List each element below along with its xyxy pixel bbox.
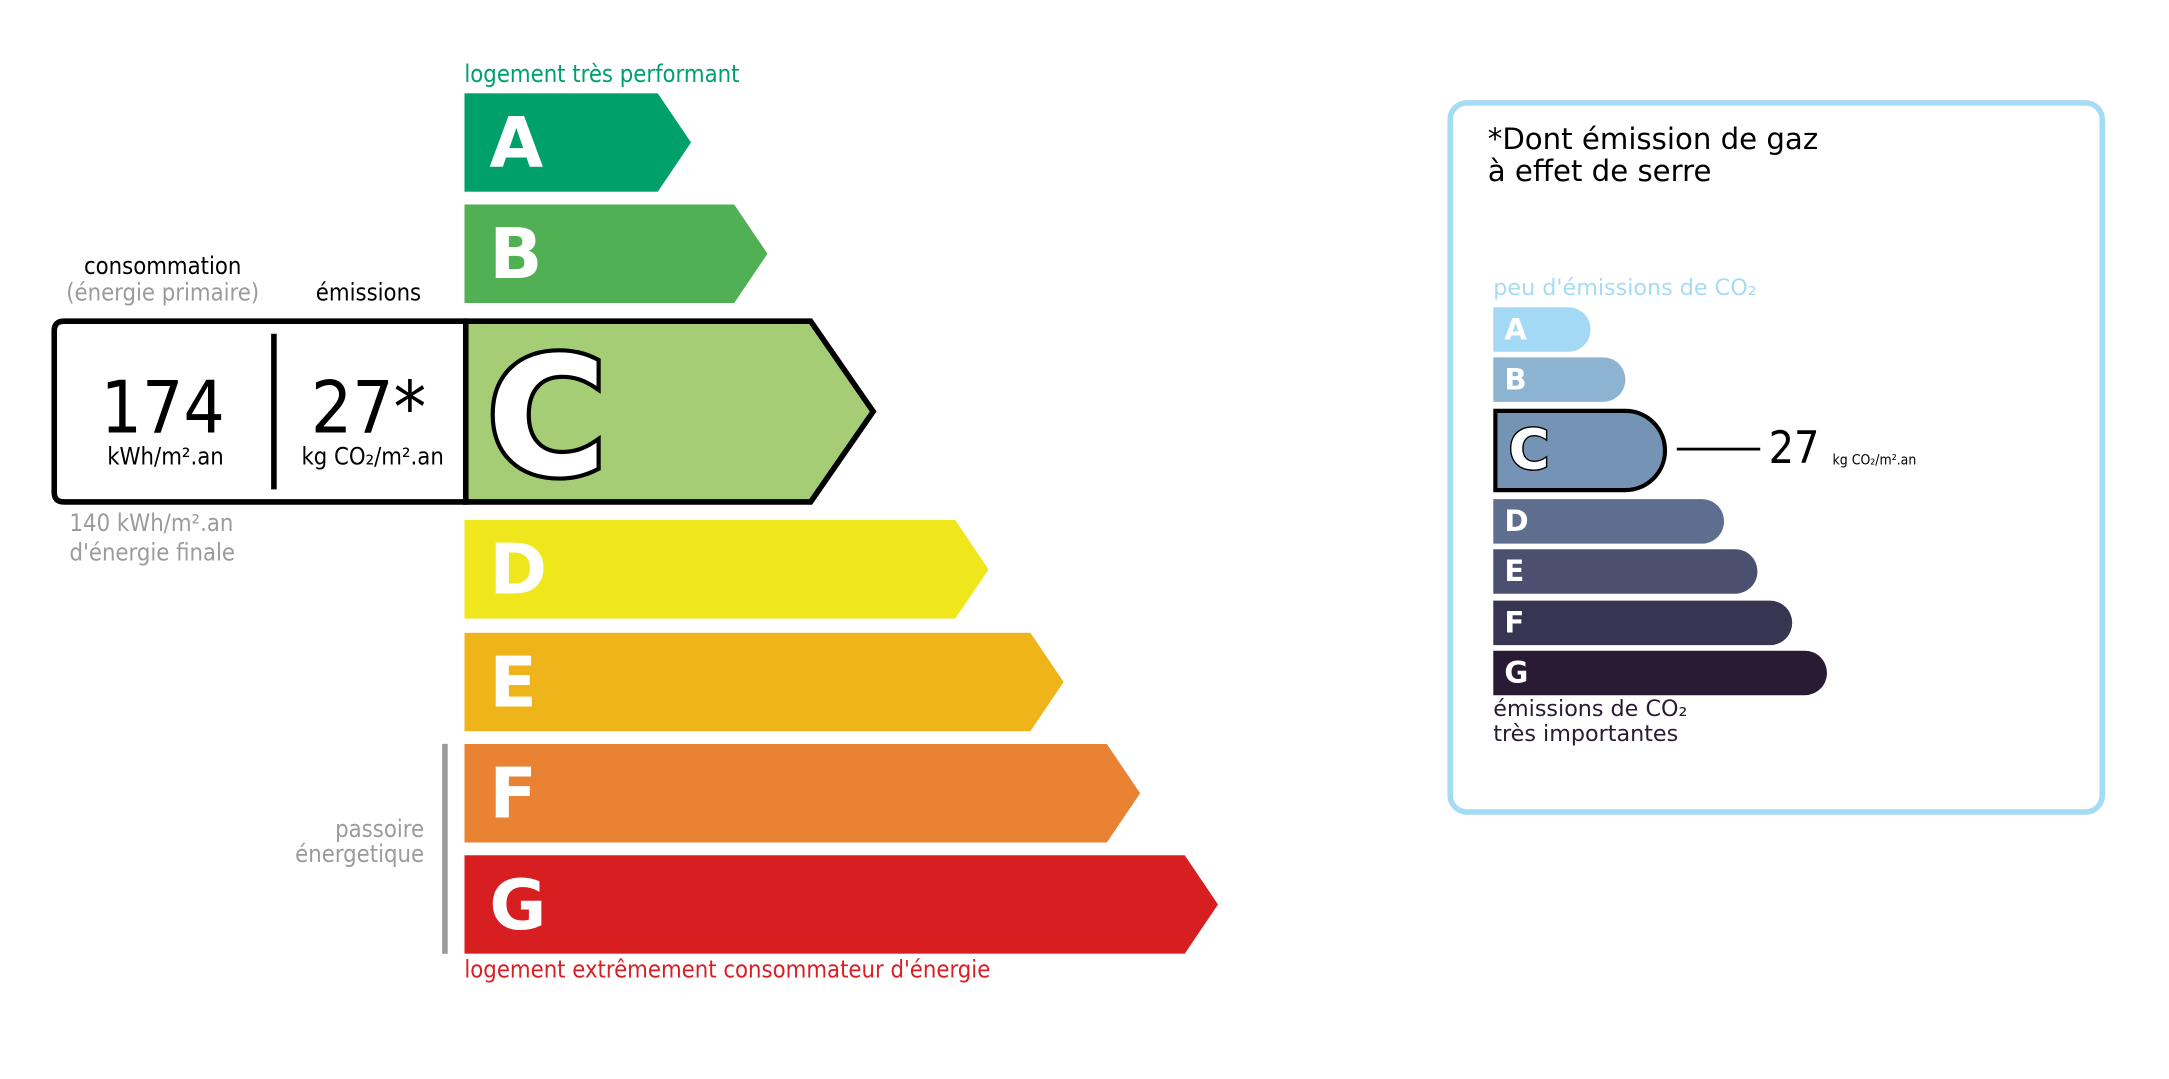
ghg-bar-letter: A: [1504, 312, 1528, 347]
ghg-bar-a: A: [1493, 307, 1591, 352]
emissions-unit: kg CO₂/m².an: [301, 443, 444, 472]
passoire-bracket: [442, 743, 448, 954]
ghg-bottom-label-line2: très importantes: [1493, 720, 1679, 747]
ghg-bar-letter: B: [1504, 362, 1527, 397]
ghg-bar-e: E: [1493, 549, 1758, 594]
ghg-title-line2: à effet de serre: [1487, 154, 1712, 188]
energy-bar-f: F: [464, 743, 1141, 843]
ghg-bar-letter: D: [1504, 504, 1529, 539]
energy-bar-d: D: [464, 520, 989, 619]
energy-selected-letter: C: [487, 322, 607, 513]
consumption-value: 174: [100, 367, 225, 451]
emissions-label: émissions: [315, 279, 422, 308]
ghg-value-leader-line: [1676, 447, 1761, 451]
ghg-bar-letter: C: [1507, 417, 1551, 484]
ghg-bottom-label-line1: émissions de CO₂: [1493, 695, 1688, 722]
ghg-bar-letter: G: [1504, 656, 1529, 690]
energy-bar-letter: E: [489, 642, 537, 724]
passoire-label-line2: énergetique: [295, 841, 425, 870]
energy-bar-letter: G: [489, 864, 547, 946]
ghg-bar-b: B: [1493, 357, 1626, 402]
ghg-unit: kg CO₂/m².an: [1832, 453, 1917, 469]
ghg-bar-f: F: [1493, 600, 1793, 646]
consumption-unit: kWh/m².an: [107, 443, 224, 472]
consumption-sublabel: (énergie primaire): [66, 279, 260, 308]
energy-bar-letter: B: [489, 214, 543, 295]
energy-bar-b: B: [464, 204, 768, 304]
energy-bar-letter: A: [489, 102, 544, 184]
ghg-title-line1: *Dont émission de gaz: [1487, 122, 1819, 156]
energy-bar-letter: F: [489, 753, 537, 835]
final-energy-value: 140 kWh/m².an: [69, 510, 234, 539]
passoire-label-line1: passoire: [335, 816, 425, 844]
ghg-top-label: peu d'émissions de CO₂: [1493, 273, 1757, 301]
energy-bar-letter: D: [489, 529, 548, 611]
energy-bar-e: E: [464, 632, 1064, 732]
energy-bar-a: A: [464, 93, 692, 192]
energy-bar-g: G: [464, 855, 1218, 954]
energy-value-box: [51, 318, 469, 505]
ghg-bar-letter: E: [1504, 554, 1525, 589]
energy-bottom-label: logement extrêmement consommateur d'éner…: [464, 956, 991, 985]
ghg-bar-selected: C: [1493, 408, 1668, 493]
consumption-label: consommation: [83, 253, 242, 281]
emissions-value: 27*: [310, 367, 427, 451]
ghg-bar-g: G: [1493, 650, 1827, 696]
energy-bar-selected: [463, 318, 877, 505]
ghg-bar-letter: F: [1504, 606, 1525, 640]
ghg-panel: [1447, 100, 2106, 815]
ghg-value: 27: [1768, 421, 1820, 475]
energy-top-label: logement très performant: [464, 61, 740, 89]
final-energy-label: d'énergie finale: [69, 539, 236, 568]
ghg-bar-d: D: [1493, 499, 1725, 544]
